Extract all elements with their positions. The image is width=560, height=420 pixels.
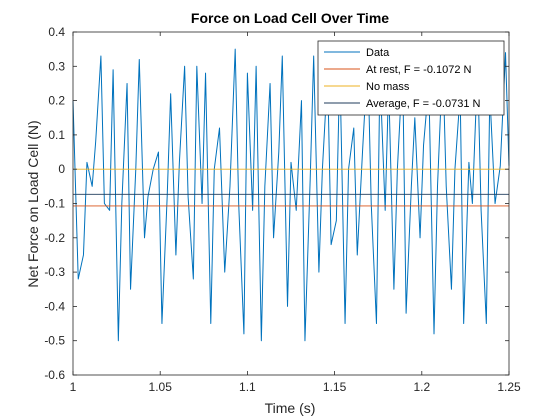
x-tick-label: 1.05 [149, 380, 173, 394]
legend-label-1: At rest, F = -0.1072 N [366, 64, 472, 76]
x-tick-label: 1.25 [497, 380, 521, 394]
y-tick-label: -0.3 [44, 265, 65, 279]
x-tick-label: 1.1 [239, 380, 256, 394]
x-axis: 1 1.05 1.1 1.15 1.2 1.25 [70, 32, 521, 394]
y-axis: -0.6 -0.5 -0.4 -0.3 -0.2 -0.1 0 0.1 0.2 0.3 0.4 [44, 25, 509, 382]
chart-title: Force on Load Cell Over Time [191, 10, 389, 26]
legend-label-0: Data [366, 47, 390, 59]
y-tick-label: 0.1 [48, 128, 65, 142]
y-tick-label: 0 [58, 162, 65, 176]
series-line-0 [72, 48, 510, 342]
y-tick-label: 0.3 [48, 59, 65, 73]
x-tick-label: 1.15 [323, 380, 347, 394]
x-tick-label: 1.2 [413, 380, 430, 394]
x-axis-label: Time (s) [265, 400, 316, 416]
y-tick-label: 0.2 [48, 94, 65, 108]
x-tick-label: 1 [70, 380, 77, 394]
y-tick-label: -0.1 [44, 197, 65, 211]
y-tick-label: 0.4 [48, 25, 65, 39]
y-tick-label: -0.6 [44, 368, 65, 382]
legend: Data At rest, F = -0.1072 N No mass Average… [317, 40, 505, 116]
y-tick-label: -0.5 [44, 334, 65, 348]
y-axis-label: Net Force on Load Cell (N) [25, 120, 41, 287]
y-tick-label: -0.2 [44, 231, 65, 245]
legend-label-3: Average, F = -0.0731 N [366, 98, 481, 110]
legend-label-2: No mass [366, 81, 410, 93]
y-tick-label: -0.4 [44, 299, 65, 313]
